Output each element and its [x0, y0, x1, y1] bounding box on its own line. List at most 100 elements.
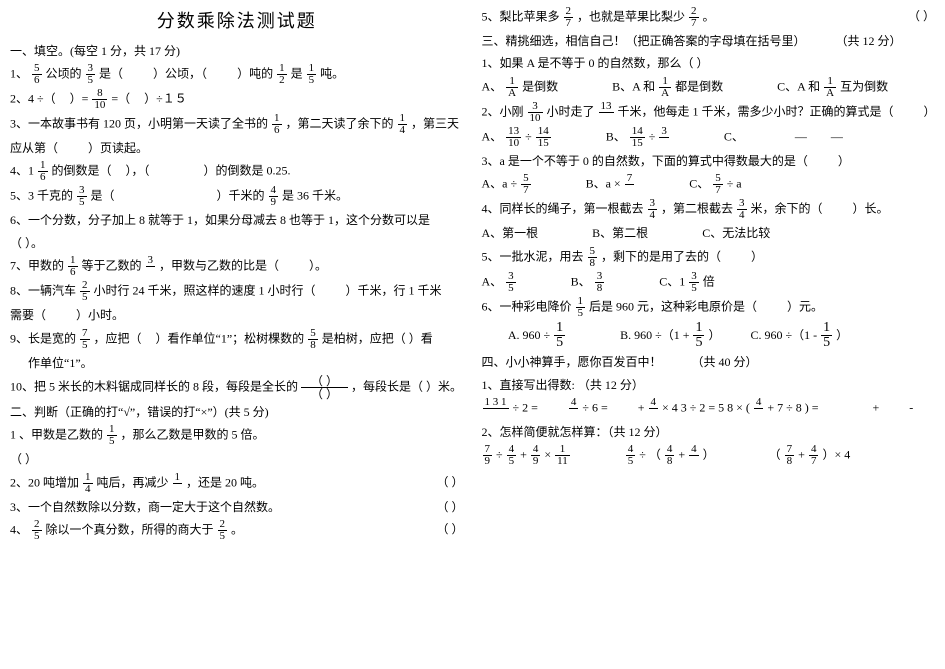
- fraction-2-5: 25: [218, 519, 228, 542]
- section-2-heading: 二、判断（正确的打“√”，错误的打“×”）(共 5 分): [10, 402, 464, 422]
- text: 倍: [703, 274, 715, 288]
- fraction: 48: [665, 444, 675, 467]
- text: ）元。: [787, 299, 823, 313]
- text: ÷ 2 =: [513, 400, 538, 414]
- text: ）小时。: [76, 308, 124, 322]
- text: +: [873, 400, 880, 414]
- text: 。: [231, 522, 243, 536]
- c1-line: 1、如果 A 是不等于 0 的自然数，那么（ ）: [482, 53, 936, 73]
- text: ）看作单位“1”；松树棵数的: [156, 331, 305, 345]
- text: 2、小刚: [482, 104, 524, 118]
- text: 是: [291, 66, 303, 80]
- text: ，也就是苹果比梨少: [577, 9, 685, 23]
- c6-line: 6、一种彩电降价 15 后是 960 元，这种彩电原价是（ ）元。: [482, 296, 936, 319]
- text: 是倒数: [522, 79, 558, 93]
- fraction-3-5: 35: [86, 63, 96, 86]
- j5-line: 5、梨比苹果多 27 ，也就是苹果比梨少 27 。 （ ）: [482, 6, 936, 29]
- text: 需要（: [10, 308, 46, 322]
- option-a: A、: [482, 79, 503, 93]
- fraction: 45: [507, 444, 517, 467]
- text: ）长。: [853, 201, 889, 215]
- text: ，那么乙数是甲数的 5 倍。: [121, 428, 265, 442]
- j1-line: 1 、甲数是乙数的 15 ，那么乙数是甲数的 5 倍。: [10, 424, 464, 447]
- text: ×: [544, 448, 551, 462]
- fraction: 1 3 1: [483, 397, 509, 420]
- text: 吨后，再减少: [97, 475, 169, 489]
- fraction-2-5: 25: [32, 519, 42, 542]
- fraction-blank: （ ）（ ）: [301, 375, 348, 400]
- fraction-2-5: 25: [80, 280, 90, 303]
- option-b: B、: [571, 274, 591, 288]
- fraction-2-7: 27: [564, 6, 574, 29]
- text: 1 、甲数是乙数的: [10, 428, 103, 442]
- c1-options: A、 1A 是倒数 B、A 和 1A 都是倒数 C、A 和 1A 互为倒数: [482, 76, 936, 99]
- text: ÷ 6 =: [582, 400, 607, 414]
- text: ）: [708, 328, 720, 342]
- fraction-13-10: 13: [599, 101, 614, 124]
- fraction-13-10: 1310: [506, 126, 521, 149]
- text: ）: [836, 328, 848, 342]
- text: 5、3 千克的: [10, 189, 73, 203]
- text: ÷ a: [727, 176, 742, 190]
- text: 都是倒数: [675, 79, 723, 93]
- text: ）页读起。: [88, 141, 148, 155]
- q3-line-1: 3、一本故事书有 120 页，小明第一天读了全书的 16 ，第二天读了余下的 1…: [10, 113, 464, 136]
- text: 10、把 5 米长的木料锯成同样长的 8 段，每段是全长的: [10, 379, 298, 393]
- answer-paren: （ ）: [436, 472, 463, 492]
- text: （: [769, 448, 781, 462]
- text: 除以一个真分数，所得的商大于: [46, 522, 214, 536]
- option-a: A、: [482, 129, 503, 143]
- fraction: 4: [689, 444, 699, 467]
- c4-line: 4、同样长的绳子，第一根截去 34 ，第二根截去 34 米，余下的（ ）长。: [482, 198, 936, 221]
- section-3-heading: 三、精挑细选，相信自己！（把正确答案的字母填在括号里） （共 12 分）: [482, 31, 936, 51]
- fraction-1-A: 1A: [824, 76, 836, 99]
- fraction-4-9: 49: [269, 185, 279, 208]
- text: 吨。: [320, 66, 344, 80]
- fraction-1-A: 1A: [506, 76, 518, 99]
- fraction-2-7: 27: [689, 6, 699, 29]
- fraction-1-5: 15: [821, 321, 832, 350]
- text: 小时走了: [547, 104, 595, 118]
- text: × 4 3 ÷ 2 =: [662, 400, 715, 414]
- text: ）吨的: [237, 66, 273, 80]
- q10-line: 10、把 5 米长的木料锯成同样长的 8 段，每段是全长的 （ ）（ ） ，每段…: [10, 375, 464, 400]
- option-c: C、A 和: [777, 79, 820, 93]
- text: 1、: [10, 66, 28, 80]
- c4-options: A、第一根 B、第二根 C、无法比较: [482, 223, 936, 243]
- q9-line-1: 9、长是宽的 75 ，应把（ ）看作单位“1”；松树棵数的 58 是柏树，应把（…: [10, 328, 464, 351]
- q1-line: 1、 56 公顷的 35 是（ ）公顷，（ ）吨的 12 是 15 吨。: [10, 63, 464, 86]
- fraction: 4: [754, 397, 764, 420]
- option-b: B、a ×: [586, 176, 621, 190]
- text: 小时行 24 千米，照这样的速度 1 小时行（: [94, 283, 316, 297]
- option-c: C、1: [659, 274, 685, 288]
- fraction-1-4: 14: [398, 113, 408, 136]
- calc-row-1: 1 3 1 ÷ 2 = 4 ÷ 6 = + 4 × 4 3 ÷ 2 = 5 8 …: [482, 397, 936, 420]
- fraction-3-8: 38: [595, 271, 605, 294]
- c5-options: A、 35 B、 38 C、1 35 倍: [482, 271, 936, 294]
- text: 米，余下的（: [751, 201, 823, 215]
- text: +: [638, 400, 645, 414]
- text: 3、一个自然数除以分数，商一定大于这个自然数。: [10, 500, 280, 514]
- j1-paren: （ ）: [10, 449, 464, 469]
- answer-paren: （ ）: [436, 497, 463, 517]
- fraction-7-8: 78: [785, 444, 795, 467]
- text: ）千米，行 1 千米: [346, 283, 442, 297]
- text: ，第三天: [411, 116, 459, 130]
- answer-paren: （ ）: [908, 6, 935, 26]
- fraction-1-6: 16: [272, 113, 282, 136]
- fraction-1-2: 12: [277, 63, 287, 86]
- option-c: C、: [724, 129, 744, 143]
- option-b: B、: [606, 129, 626, 143]
- c3-options: A、a ÷ 57 B、a × 7 C、 57 ÷ a: [482, 173, 936, 196]
- text: （共 40 分）: [692, 355, 758, 369]
- fraction-14-15: 1415: [536, 126, 551, 149]
- q9-line-2: 作单位“1”。: [10, 353, 464, 373]
- answer-paren: （ ）: [436, 519, 463, 539]
- text: 4、同样长的绳子，第一根截去: [482, 201, 644, 215]
- option-b: B、第二根: [592, 226, 648, 240]
- text: ）: [703, 448, 715, 462]
- text: 5、梨比苹果多: [482, 9, 560, 23]
- text: ，第二根截去: [661, 201, 733, 215]
- text: ）÷１５: [144, 91, 187, 105]
- fraction: 4: [649, 397, 659, 420]
